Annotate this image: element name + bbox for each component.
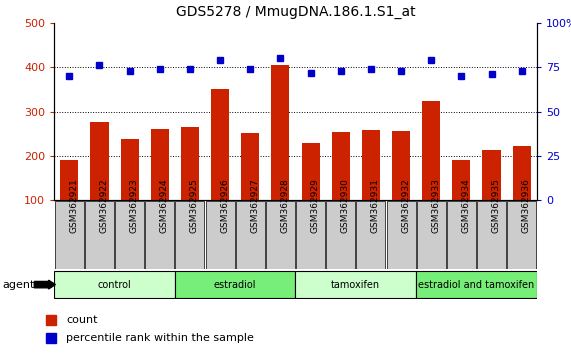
Bar — [241, 133, 259, 200]
Bar — [392, 131, 410, 200]
Text: tamoxifen: tamoxifen — [331, 280, 380, 290]
Text: GSM362928: GSM362928 — [280, 178, 289, 233]
Text: GSM362934: GSM362934 — [461, 178, 471, 233]
Bar — [211, 89, 229, 200]
FancyBboxPatch shape — [447, 201, 476, 269]
FancyBboxPatch shape — [387, 201, 416, 269]
Bar — [362, 130, 380, 200]
FancyBboxPatch shape — [115, 201, 144, 269]
FancyBboxPatch shape — [206, 201, 235, 269]
FancyBboxPatch shape — [326, 201, 355, 269]
FancyBboxPatch shape — [175, 271, 296, 298]
Bar — [271, 65, 289, 200]
Text: control: control — [98, 280, 131, 290]
FancyBboxPatch shape — [296, 271, 416, 298]
Bar — [513, 146, 530, 200]
Text: percentile rank within the sample: percentile rank within the sample — [66, 333, 254, 343]
Text: GSM362932: GSM362932 — [401, 178, 410, 233]
Text: GSM362936: GSM362936 — [522, 178, 530, 233]
Text: GSM362922: GSM362922 — [99, 178, 108, 233]
Bar — [151, 129, 169, 200]
Text: GSM362935: GSM362935 — [492, 178, 501, 233]
Text: GSM362926: GSM362926 — [220, 178, 229, 233]
FancyBboxPatch shape — [507, 201, 536, 269]
Bar — [452, 160, 471, 200]
Text: estradiol: estradiol — [214, 280, 256, 290]
FancyBboxPatch shape — [477, 201, 506, 269]
Bar — [181, 127, 199, 200]
Text: estradiol and tamoxifen: estradiol and tamoxifen — [419, 280, 534, 290]
FancyBboxPatch shape — [85, 201, 114, 269]
Text: count: count — [66, 315, 98, 325]
Bar — [61, 160, 78, 200]
FancyBboxPatch shape — [55, 201, 84, 269]
FancyBboxPatch shape — [54, 271, 175, 298]
FancyBboxPatch shape — [266, 201, 295, 269]
FancyBboxPatch shape — [356, 201, 385, 269]
FancyBboxPatch shape — [417, 201, 446, 269]
Bar — [120, 139, 139, 200]
FancyBboxPatch shape — [175, 201, 204, 269]
Text: GSM362923: GSM362923 — [130, 178, 139, 233]
FancyBboxPatch shape — [416, 271, 537, 298]
Text: GSM362921: GSM362921 — [69, 178, 78, 233]
Text: GSM362929: GSM362929 — [311, 178, 320, 233]
Title: GDS5278 / MmugDNA.186.1.S1_at: GDS5278 / MmugDNA.186.1.S1_at — [176, 5, 415, 19]
Bar — [482, 150, 501, 200]
Text: GSM362924: GSM362924 — [160, 178, 169, 233]
Bar — [301, 143, 320, 200]
Bar — [332, 132, 350, 200]
FancyBboxPatch shape — [236, 201, 265, 269]
Bar — [422, 101, 440, 200]
Bar — [90, 122, 108, 200]
Text: GSM362931: GSM362931 — [371, 178, 380, 233]
FancyBboxPatch shape — [145, 201, 174, 269]
Text: GSM362933: GSM362933 — [431, 178, 440, 233]
Text: GSM362930: GSM362930 — [341, 178, 349, 233]
FancyBboxPatch shape — [296, 201, 325, 269]
Text: agent: agent — [3, 280, 35, 290]
Text: GSM362927: GSM362927 — [250, 178, 259, 233]
Text: GSM362925: GSM362925 — [190, 178, 199, 233]
